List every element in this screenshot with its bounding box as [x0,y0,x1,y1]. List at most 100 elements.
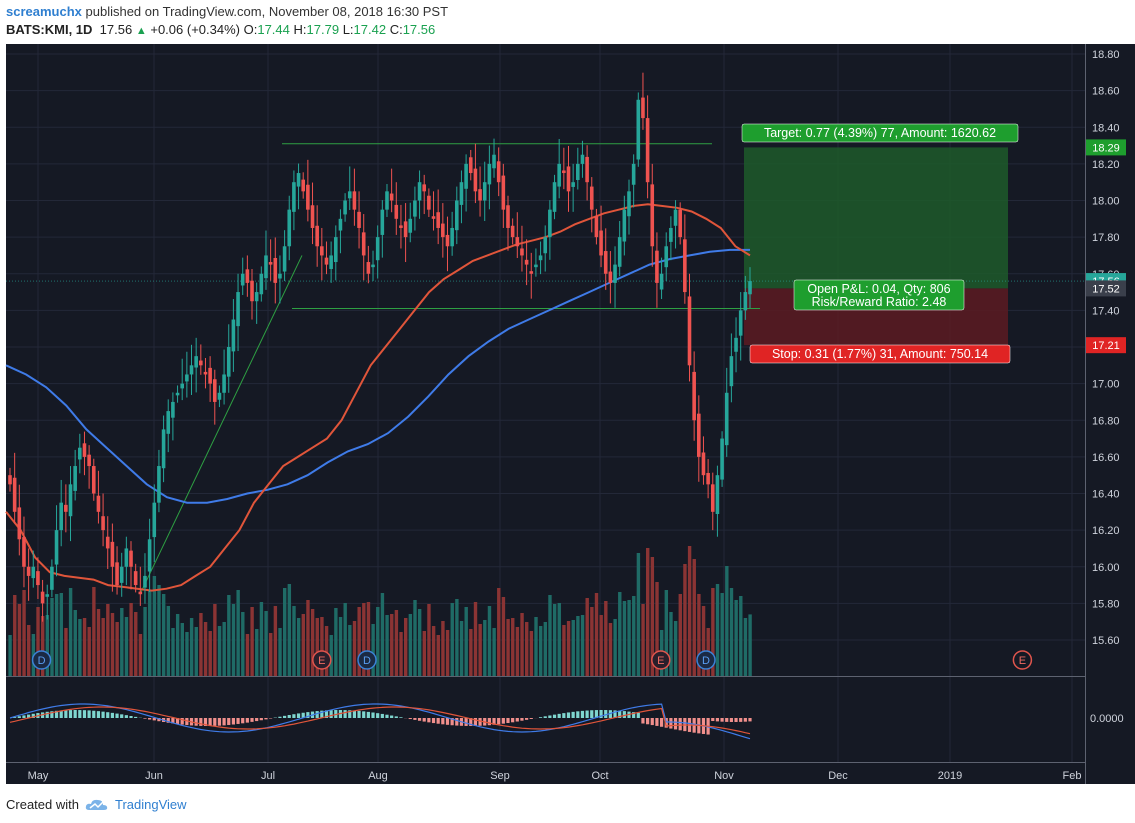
candle-body[interactable] [68,484,73,517]
candle-body[interactable] [659,273,664,290]
candle-body[interactable] [231,319,236,352]
candle-body[interactable] [552,182,557,212]
candle-body[interactable] [87,454,91,467]
candle-body[interactable] [543,237,548,254]
candle-body[interactable] [17,507,22,540]
candle-body[interactable] [264,255,268,279]
candle-body[interactable] [240,273,245,286]
candle-body[interactable] [454,200,459,231]
candle-body[interactable] [441,223,445,238]
candle-body[interactable] [96,495,101,512]
candle-body[interactable] [366,262,371,274]
candle-body[interactable] [133,571,138,586]
candle-body[interactable] [417,182,422,201]
candle-body[interactable] [720,438,724,480]
candle-body[interactable] [40,591,45,604]
trend-line[interactable] [139,255,303,595]
candle-body[interactable] [510,225,515,238]
candle-body[interactable] [734,337,738,352]
candle-body[interactable] [194,356,198,368]
earnings-marker-icon[interactable] [312,650,332,670]
candle-body[interactable] [408,218,413,233]
candle-body[interactable] [12,477,17,512]
candle-body[interactable] [199,360,203,366]
candle-body[interactable] [692,371,696,421]
candle-body[interactable] [683,239,687,293]
candle-body[interactable] [557,163,561,187]
candle-body[interactable] [59,502,63,531]
candle-body[interactable] [245,269,250,283]
candle-body[interactable] [701,452,706,476]
candle-body[interactable] [320,246,324,256]
candle-body[interactable] [296,173,301,187]
candle-body[interactable] [64,504,68,512]
candle-body[interactable] [50,566,54,590]
candle-body[interactable] [385,191,389,210]
candle-body[interactable] [110,541,115,567]
candle-body[interactable] [54,530,59,565]
candle-body[interactable] [529,271,534,274]
candle-body[interactable] [273,258,278,283]
candle-body[interactable] [482,182,487,201]
candle-body[interactable] [278,273,282,279]
candle-body[interactable] [324,257,329,265]
candle-body[interactable] [147,539,152,572]
candle-body[interactable] [306,184,310,210]
candle-body[interactable] [445,234,450,247]
candle-body[interactable] [119,566,124,583]
price-chart[interactable]: 18.8018.6018.4018.2018.0017.8017.6017.40… [0,40,1135,792]
candle-body[interactable] [627,191,631,217]
candle-body[interactable] [157,466,161,503]
candle-body[interactable] [524,259,529,265]
candle-body[interactable] [655,250,659,283]
candle-body[interactable] [185,374,189,382]
tradingview-brand[interactable]: TradingView [114,797,187,812]
candle-body[interactable] [450,227,454,247]
candle-body[interactable] [31,566,36,579]
candle-body[interactable] [571,182,575,187]
candle-body[interactable] [538,255,543,261]
candle-body[interactable] [748,281,752,295]
candle-body[interactable] [45,594,50,597]
candle-body[interactable] [459,182,464,205]
symbol-label[interactable]: BATS:KMI, 1D [6,22,93,37]
candle-body[interactable] [394,204,399,219]
earnings-marker-icon[interactable] [1012,650,1033,670]
candle-body[interactable] [473,168,478,192]
candle-body[interactable] [301,179,306,192]
candle-body[interactable] [175,392,180,396]
candle-body[interactable] [292,182,296,212]
candle-body[interactable] [347,191,352,199]
candle-body[interactable] [91,466,96,494]
candle-body[interactable] [254,292,259,302]
candle-body[interactable] [78,447,82,460]
candle-body[interactable] [710,484,715,512]
candle-body[interactable] [641,97,645,119]
candle-body[interactable] [217,392,222,400]
candle-body[interactable] [380,209,385,235]
candle-body[interactable] [669,227,673,242]
candle-body[interactable] [138,591,143,595]
candle-body[interactable] [152,502,157,538]
candle-body[interactable] [589,186,594,210]
candle-body[interactable] [8,475,12,485]
candle-body[interactable] [73,466,77,491]
candle-body[interactable] [208,367,212,384]
candle-body[interactable] [608,271,613,283]
candle-body[interactable] [343,200,347,215]
candle-body[interactable] [143,575,147,588]
candle-body[interactable] [650,184,655,247]
candle-body[interactable] [468,157,473,174]
candle-body[interactable] [268,262,273,265]
candle-body[interactable] [310,205,315,228]
candle-body[interactable] [599,230,603,256]
candle-body[interactable] [189,365,194,375]
candle-body[interactable] [427,195,431,210]
candle-body[interactable] [36,571,40,586]
candle-body[interactable] [706,472,710,485]
candle-body[interactable] [515,237,520,247]
candle-body[interactable] [115,562,119,586]
candle-body[interactable] [413,200,417,217]
candle-body[interactable] [371,264,375,268]
candle-body[interactable] [375,237,380,261]
